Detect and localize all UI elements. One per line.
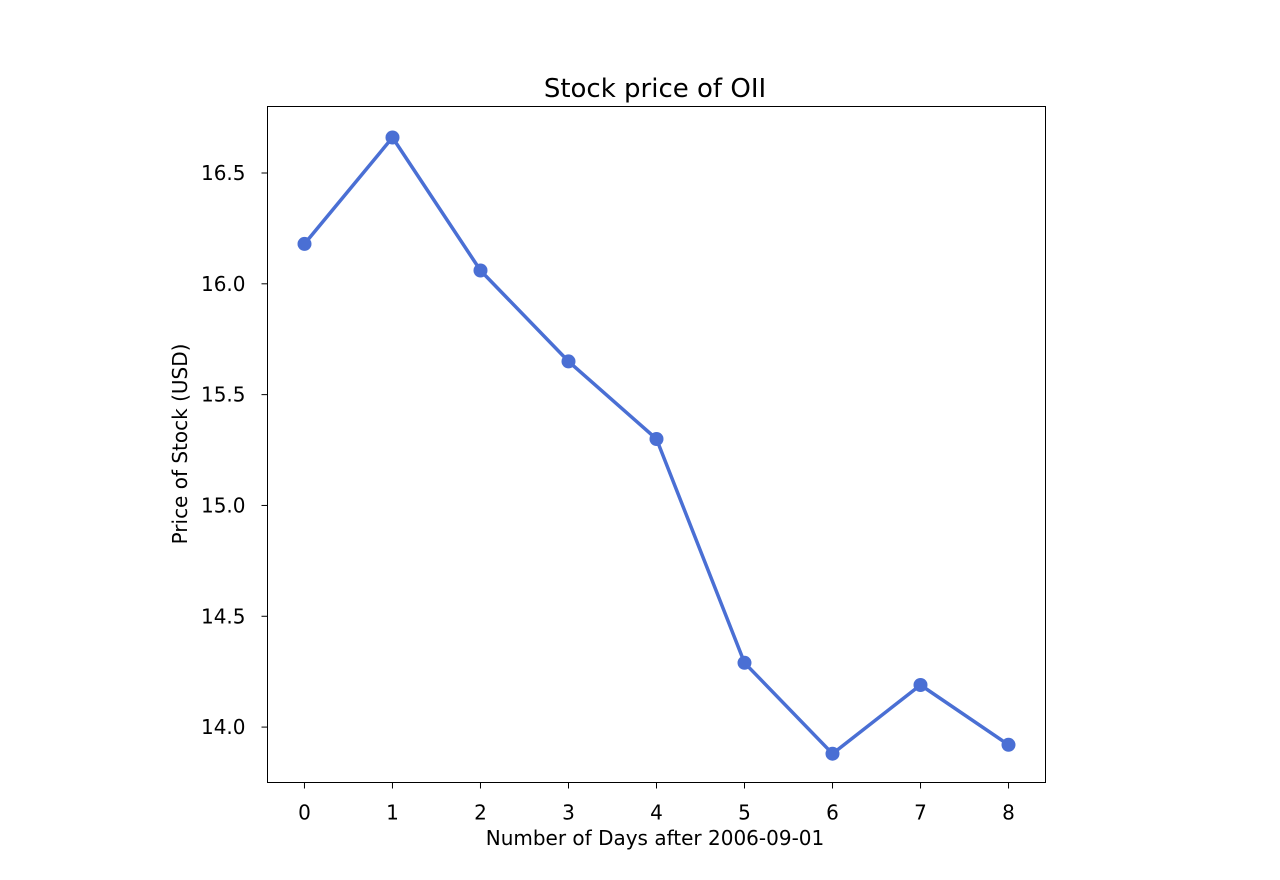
x-tick-label: 7 [914,801,927,825]
x-tick-label: 1 [386,801,399,825]
data-point [385,130,400,145]
data-point [825,746,840,761]
x-tick-label: 5 [738,801,751,825]
x-tick-label: 2 [474,801,487,825]
y-tick-label: 14.5 [201,604,246,628]
data-point [913,678,928,692]
y-tick-label: 15.5 [201,383,246,407]
x-axis-label: Number of Days after 2006-09-01 [486,826,825,850]
x-tick-label: 4 [650,801,663,825]
data-point [473,263,488,278]
y-tick-label: 16.5 [201,161,246,185]
chart-title: Stock price of OII [544,74,766,104]
x-tick-label: 3 [562,801,575,825]
data-point [649,432,664,446]
data-point [561,354,576,369]
y-tick-label: 14.0 [201,715,246,739]
x-axis: 0 1 2 3 4 5 6 7 8 [298,782,1015,825]
x-tick-label: 6 [826,801,839,825]
y-axis: 14.0 14.5 15.0 15.5 16.0 16.5 [201,161,268,739]
data-point [1001,737,1016,752]
y-tick-label: 16.0 [201,272,246,296]
series-layer [297,130,1016,761]
y-axis-label: Price of Stock (USD) [168,344,192,545]
data-point [737,655,752,670]
y-tick-label: 15.0 [201,493,246,517]
x-tick-label: 8 [1002,801,1015,825]
x-tick-label: 0 [298,801,311,825]
data-point [297,236,312,251]
